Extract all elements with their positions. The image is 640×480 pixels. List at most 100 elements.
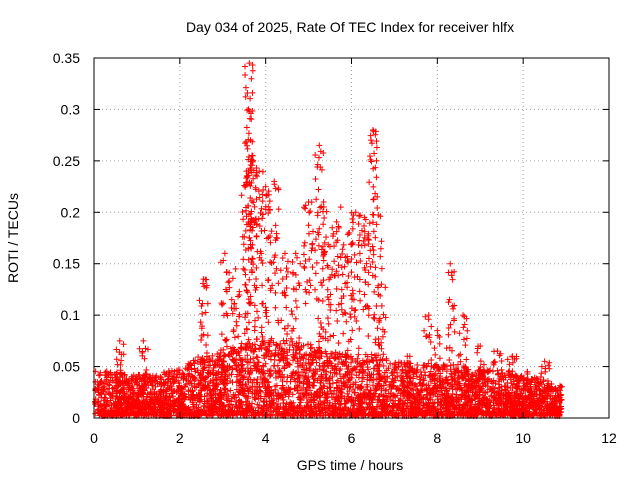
data-point — [321, 214, 328, 221]
data-point — [355, 351, 362, 358]
data-point — [225, 279, 232, 286]
data-point — [277, 267, 284, 274]
data-point — [267, 239, 274, 246]
data-point — [292, 297, 299, 304]
data-point — [320, 221, 327, 228]
data-point — [366, 220, 373, 227]
data-point — [242, 63, 249, 70]
data-point — [120, 341, 127, 348]
data-point — [271, 270, 278, 277]
data-point — [114, 361, 121, 368]
data-point — [242, 271, 249, 278]
data-point — [301, 263, 308, 270]
data-point — [283, 265, 290, 272]
data-point — [249, 89, 256, 96]
data-point — [241, 267, 248, 274]
data-point — [259, 168, 266, 175]
data-point — [356, 288, 363, 295]
data-point — [351, 251, 358, 258]
data-point — [344, 231, 351, 238]
data-point — [370, 228, 377, 235]
data-point — [265, 276, 272, 283]
data-point — [218, 331, 225, 338]
data-point — [349, 327, 356, 334]
data-point — [263, 313, 270, 320]
data-point — [323, 234, 330, 241]
data-point — [198, 336, 205, 343]
data-point — [428, 323, 435, 330]
data-point — [359, 378, 366, 385]
data-point — [431, 345, 438, 352]
data-point — [413, 373, 420, 380]
data-point — [443, 345, 450, 352]
data-point — [427, 368, 434, 375]
data-point — [302, 360, 309, 367]
data-points — [92, 60, 565, 419]
data-point — [196, 297, 203, 304]
data-point — [333, 307, 340, 314]
data-point — [370, 196, 377, 203]
data-point — [267, 367, 274, 374]
data-point — [367, 132, 374, 139]
data-point — [324, 315, 331, 322]
data-point — [331, 258, 338, 265]
data-point — [251, 203, 258, 210]
data-point — [297, 260, 304, 267]
data-point — [372, 264, 379, 271]
data-point — [316, 225, 323, 232]
data-point — [289, 391, 296, 398]
data-point — [296, 334, 303, 341]
data-point — [195, 354, 202, 361]
data-point — [428, 356, 435, 363]
data-point — [361, 291, 368, 298]
data-point — [242, 227, 249, 234]
data-point — [315, 242, 322, 249]
data-point — [355, 345, 362, 352]
data-point — [246, 276, 253, 283]
data-point — [328, 350, 335, 357]
data-point — [243, 358, 250, 365]
data-point — [239, 208, 246, 215]
data-point — [357, 297, 364, 304]
data-point — [374, 204, 381, 211]
data-point — [315, 186, 322, 193]
data-point — [248, 75, 255, 82]
data-point — [337, 204, 344, 211]
data-point — [340, 241, 347, 248]
data-point — [498, 366, 505, 373]
data-point — [348, 269, 355, 276]
data-point — [275, 373, 282, 380]
data-point — [236, 288, 243, 295]
data-point — [288, 308, 295, 315]
data-point — [238, 192, 245, 199]
data-point — [450, 305, 457, 312]
data-point — [235, 333, 242, 340]
data-point — [315, 315, 322, 322]
data-point — [272, 304, 279, 311]
data-point — [301, 242, 308, 249]
data-point — [246, 234, 253, 241]
data-point — [378, 302, 385, 309]
data-point — [275, 206, 282, 213]
data-point — [382, 284, 389, 291]
data-point — [365, 255, 372, 262]
data-point — [275, 186, 282, 193]
data-point — [341, 263, 348, 270]
data-point — [327, 306, 334, 313]
data-point — [353, 317, 360, 324]
data-point — [370, 247, 377, 254]
data-point — [300, 251, 307, 258]
data-point — [259, 198, 266, 205]
data-point — [334, 317, 341, 324]
data-point — [356, 213, 363, 220]
data-point — [306, 209, 313, 216]
data-point — [350, 219, 357, 226]
data-point — [240, 265, 247, 272]
data-point — [253, 308, 260, 315]
data-point — [266, 198, 273, 205]
data-point — [343, 318, 350, 325]
data-point — [374, 325, 381, 332]
data-point — [355, 221, 362, 228]
data-point — [367, 156, 374, 163]
data-point — [271, 181, 278, 188]
